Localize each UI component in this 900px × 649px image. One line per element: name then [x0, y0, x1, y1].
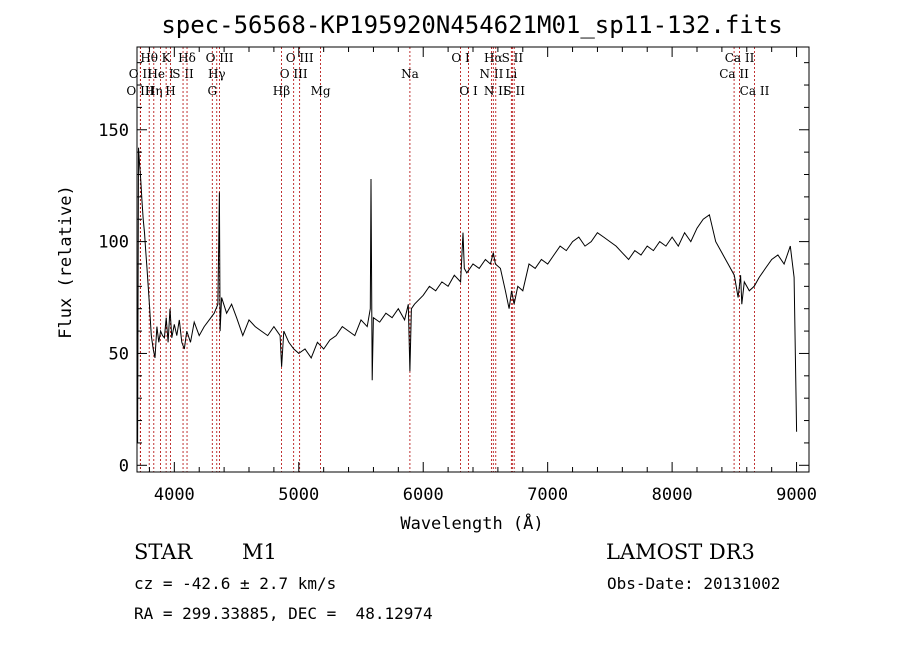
spectral-line-label: N II: [484, 84, 508, 98]
y-tick-label: 100: [98, 233, 129, 253]
x-tick-label: 8000: [652, 485, 693, 505]
x-tick-label: 9000: [776, 485, 817, 505]
spectral-line-label: S II: [503, 84, 525, 98]
spectral-line-label: K: [162, 51, 172, 65]
x-tick-label: 7000: [527, 485, 568, 505]
spectral-line-label: He I: [147, 67, 173, 81]
spectral-line-label: O III: [126, 84, 154, 98]
x-tick-label: 6000: [403, 485, 444, 505]
plot-frame: [136, 46, 810, 473]
y-tick-label: 150: [98, 121, 129, 141]
redshift-cz: cz = -42.6 ± 2.7 km/s: [134, 574, 337, 593]
spectral-line-label: Li: [505, 67, 517, 81]
spectral-line-label: Ca II: [719, 67, 749, 81]
spectral-line-label: O III: [280, 67, 308, 81]
y-tick-label: 50: [109, 344, 129, 364]
object-subclass: M1: [242, 540, 277, 564]
coordinates: RA = 299.33885, DEC = 48.12974: [134, 604, 433, 623]
x-axis-label: Wavelength (Å): [400, 512, 543, 534]
spectrum-line: [136, 147, 798, 443]
x-tick-label: 4000: [154, 485, 195, 505]
observation-date: Obs-Date: 20131002: [607, 574, 781, 593]
spectral-line-label: S II: [172, 67, 194, 81]
axis-ticks: 4000 5000 6000 7000 8000 9000 0 50 100 150: [98, 47, 817, 505]
x-tick-label: 5000: [278, 485, 319, 505]
spectral-line-label: H: [165, 84, 175, 98]
spectral-line-label: S II: [502, 51, 524, 65]
spectral-line-label: Na: [401, 67, 419, 81]
spectral-line-label: Hβ: [273, 84, 290, 98]
spectral-line-label: Hθ: [140, 51, 158, 65]
object-class: STAR: [134, 540, 193, 564]
spectral-line-label: Hδ: [178, 51, 196, 65]
spectral-line-label: O I: [451, 51, 470, 65]
spectral-line-label: Ca II: [725, 51, 755, 65]
y-axis-label: Flux (relative): [56, 185, 76, 339]
spectral-line-label: Mg: [311, 84, 331, 98]
spectral-line-label: G: [207, 84, 217, 98]
spectral-line-label: O I: [459, 84, 478, 98]
spectral-line-label: O III: [286, 51, 314, 65]
y-tick-label: 0: [119, 456, 129, 476]
survey-name: LAMOST DR3: [606, 540, 755, 564]
chart-title: spec-56568-KP195920N454621M01_sp11-132.f…: [161, 11, 782, 39]
spectral-line-label: Ca II: [740, 84, 770, 98]
spectral-line-label: N II: [480, 67, 504, 81]
spectral-line-label: Hγ: [208, 67, 226, 81]
spectral-line-label: O III: [206, 51, 234, 65]
spectral-line-label: Hα: [484, 51, 503, 65]
spectral-line-label: O II: [129, 67, 152, 81]
spectral-line-label: Hη: [145, 84, 163, 98]
